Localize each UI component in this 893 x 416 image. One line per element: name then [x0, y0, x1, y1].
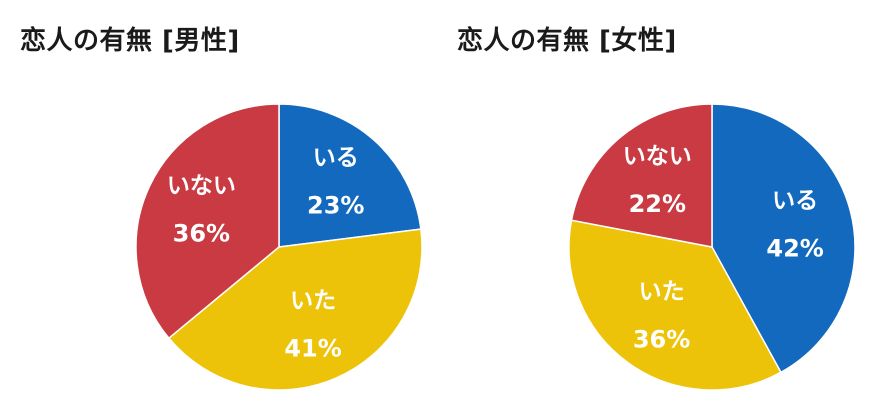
slice-value-female-1: 36% — [633, 325, 690, 353]
slice-value-female-0: 42% — [766, 235, 823, 263]
pie-slice-female-0 — [711, 103, 856, 374]
slice-label-male-2: いない — [167, 173, 236, 199]
slice-label-male-1: いた — [290, 288, 336, 314]
slice-label-female-1: いた — [639, 279, 685, 305]
slice-label-female-2: いない — [623, 143, 692, 169]
pie-chart-male: いる 23% いた 41% いない 36% — [135, 103, 423, 391]
pie-slice-male-1 — [167, 228, 423, 391]
pie-chart-female: いる 42% いた 36% いない 22% — [568, 103, 856, 391]
slice-value-male-0: 23% — [307, 192, 364, 220]
slice-value-female-2: 22% — [629, 190, 686, 218]
slice-value-male-2: 36% — [173, 219, 230, 247]
slice-value-male-1: 41% — [284, 335, 341, 363]
pie-slice-female-1 — [568, 219, 782, 391]
chart-title-male: 恋人の有無 [男性] — [20, 26, 240, 56]
slice-label-female-0: いる — [772, 188, 818, 214]
pie-slice-male-2 — [135, 103, 280, 340]
chart-title-female: 恋人の有無 [女性] — [457, 26, 677, 56]
pie-slice-male-0 — [278, 103, 422, 248]
pie-slice-female-2 — [570, 103, 713, 248]
slice-label-male-0: いる — [313, 145, 359, 171]
